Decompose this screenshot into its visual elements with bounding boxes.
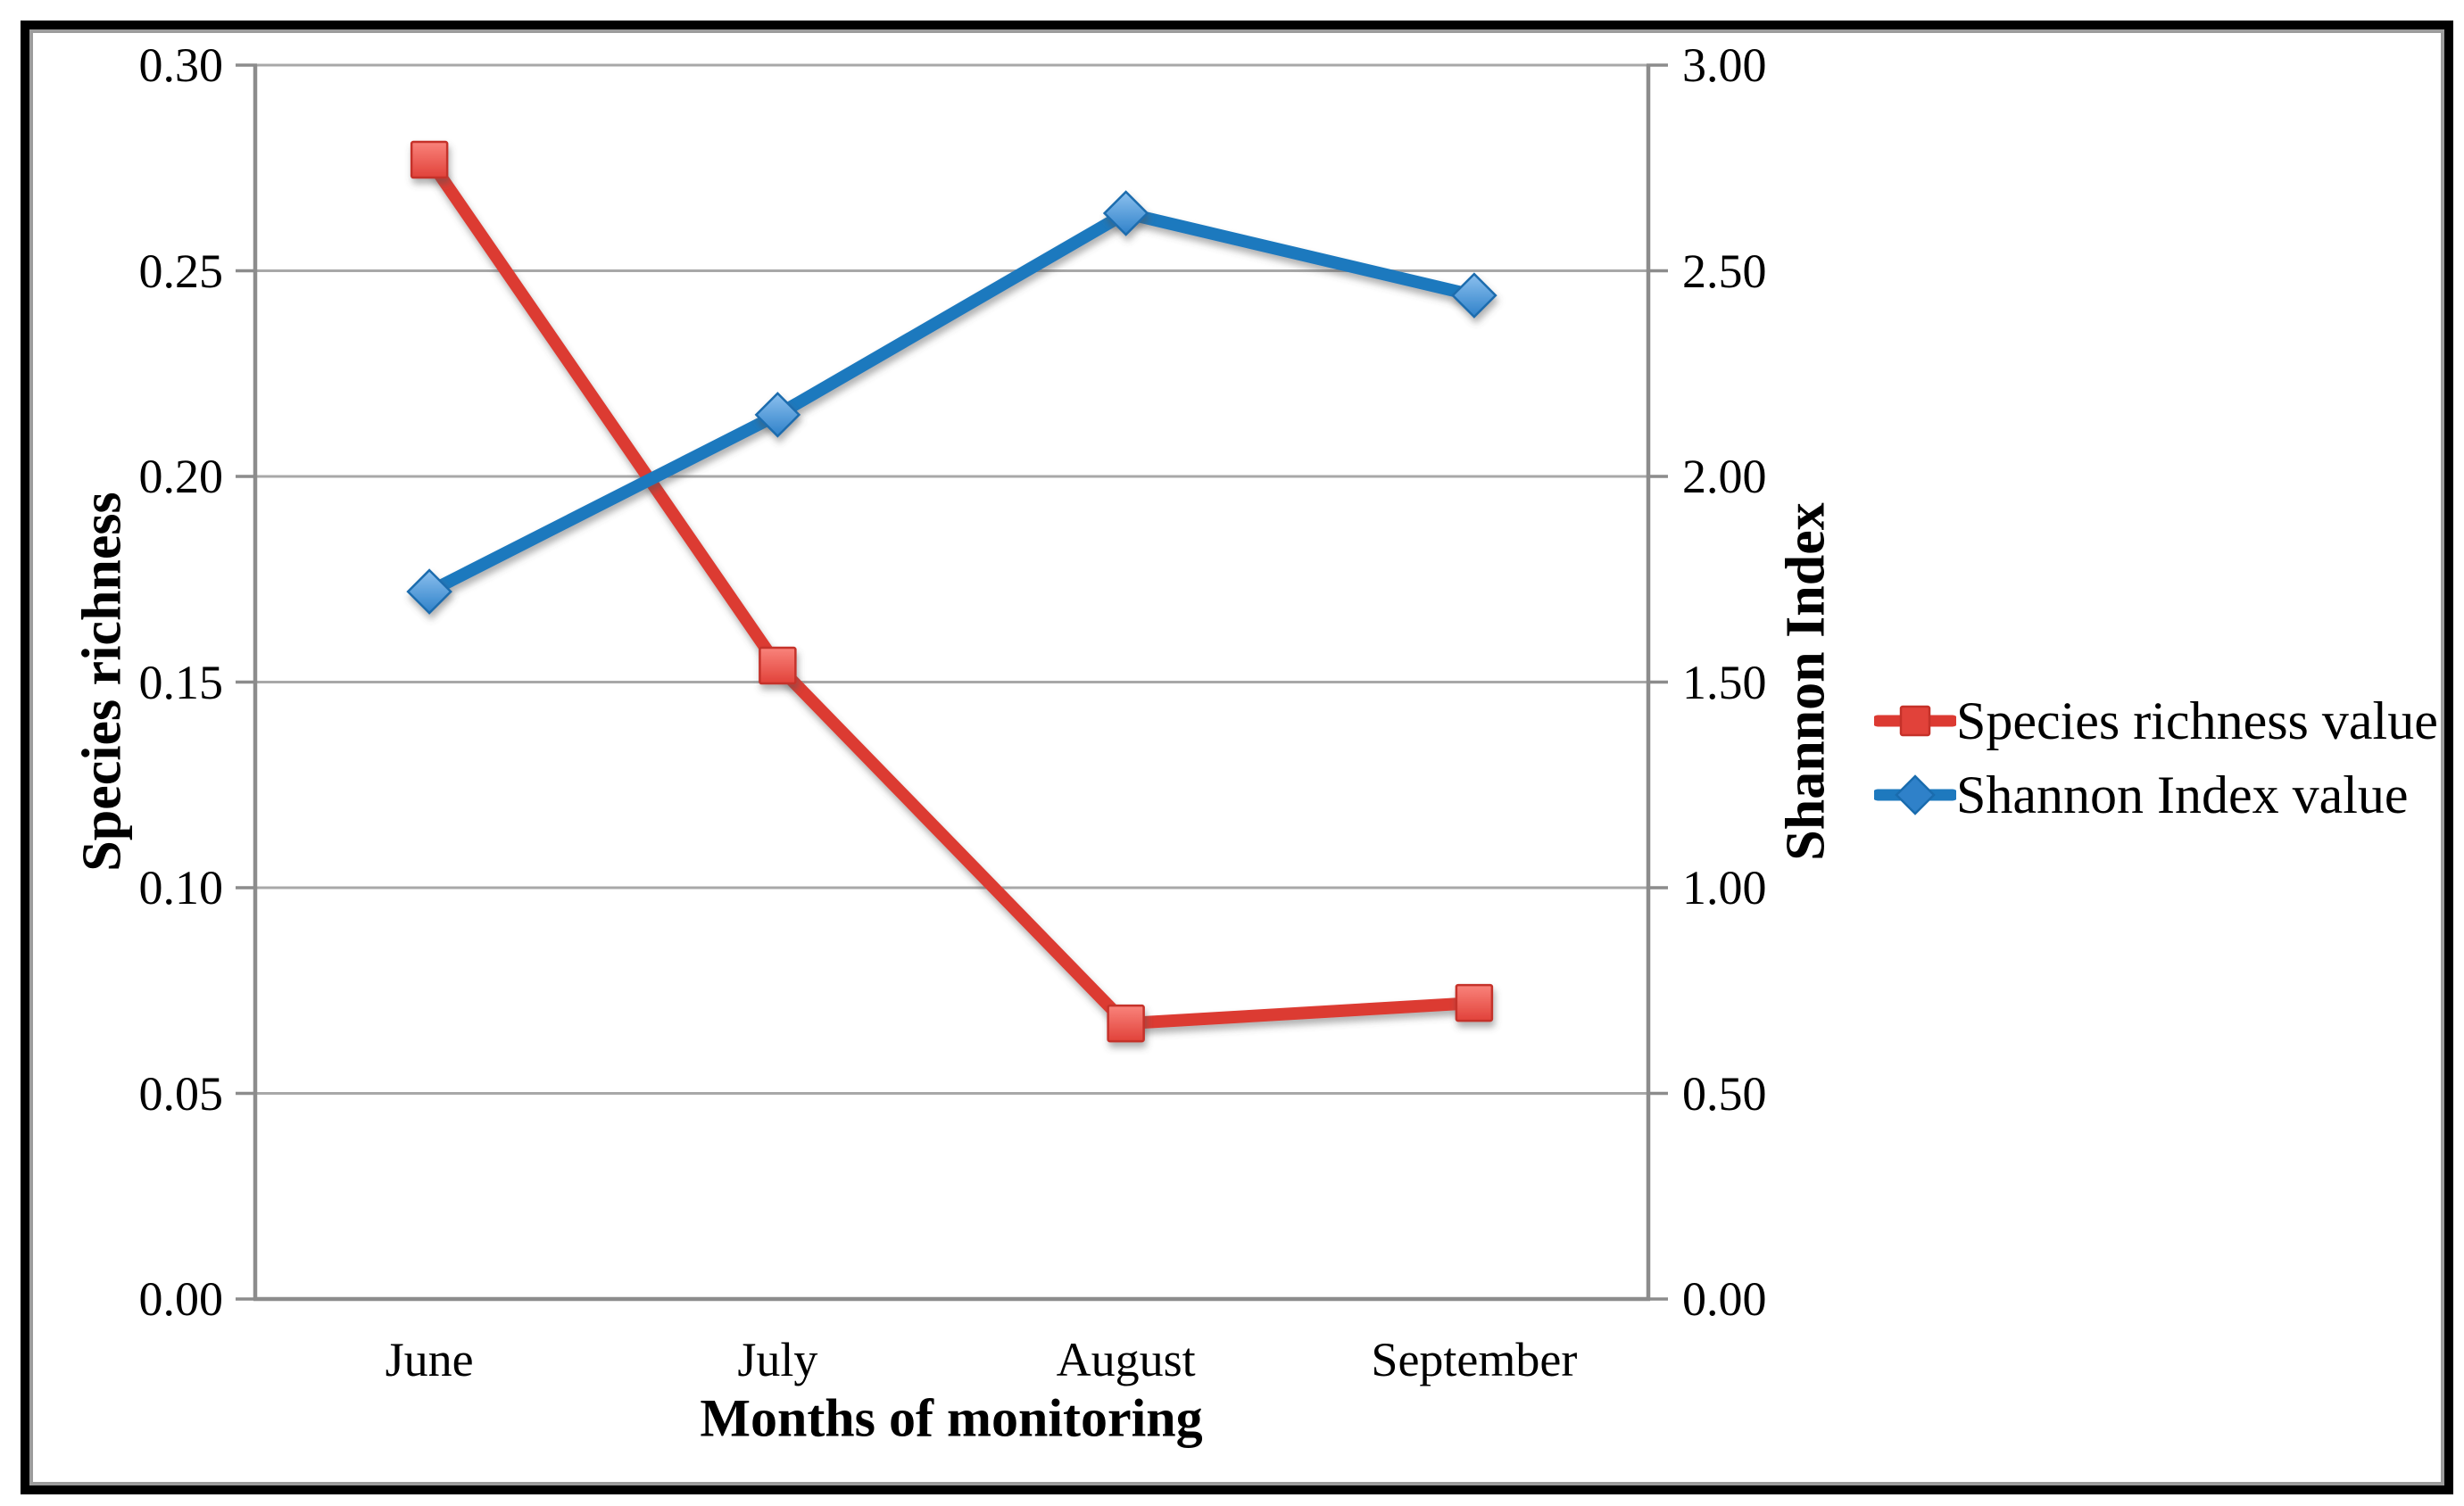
red-square-series-icon bbox=[1874, 705, 1956, 736]
x-axis-category-label: June bbox=[385, 1333, 474, 1386]
legend-label: Species richness value bbox=[1956, 691, 2438, 750]
right-axis-tick-label: 2.00 bbox=[1682, 450, 1767, 503]
square-data-point-marker bbox=[759, 646, 797, 685]
blue-diamond-series-icon bbox=[1874, 774, 1956, 815]
left-axis-tick-label: 0.15 bbox=[138, 655, 224, 709]
diamond-data-point-marker bbox=[1102, 190, 1149, 236]
x-axis-category-label: July bbox=[737, 1333, 818, 1386]
right-axis-tick-label: 3.00 bbox=[1682, 38, 1767, 92]
left-axis-title: Species richness bbox=[71, 492, 133, 872]
diamond-data-point-marker bbox=[1451, 272, 1497, 319]
right-axis-tick-label: 1.00 bbox=[1682, 861, 1767, 914]
legend-label: Shannon Index value bbox=[1956, 765, 2409, 824]
square-data-point-marker bbox=[1107, 1004, 1145, 1043]
right-axis-tick-label: 0.00 bbox=[1682, 1272, 1767, 1326]
left-axis-tick-label: 0.30 bbox=[138, 38, 224, 92]
diamond-data-point-marker bbox=[406, 568, 452, 615]
left-axis-tick-label: 0.10 bbox=[138, 861, 224, 914]
square-data-point-marker bbox=[410, 140, 449, 179]
x-axis-category-label: August bbox=[1056, 1333, 1196, 1386]
left-axis-tick-label: 0.05 bbox=[138, 1066, 224, 1121]
x-axis-title: Months of monitoring bbox=[700, 1388, 1203, 1448]
square-data-point-marker bbox=[1455, 983, 1494, 1022]
legend-item-shannon-index: Shannon Index value bbox=[1874, 757, 2438, 832]
legend-item-species-richness: Species richness value bbox=[1874, 683, 2438, 757]
left-axis-tick-label: 0.25 bbox=[138, 244, 224, 298]
right-axis-tick-label: 0.50 bbox=[1682, 1066, 1767, 1121]
right-axis-tick-label: 1.50 bbox=[1682, 655, 1767, 709]
diamond-data-point-marker bbox=[754, 392, 801, 438]
left-axis-tick-label: 0.00 bbox=[138, 1272, 224, 1326]
right-axis-title: Shannon Index bbox=[1775, 502, 1837, 861]
figure-border bbox=[21, 21, 2453, 1494]
left-axis-tick-label: 0.20 bbox=[138, 450, 224, 503]
x-axis-category-label: September bbox=[1371, 1333, 1578, 1386]
legend: Species richness value Shannon Index val… bbox=[1874, 683, 2438, 832]
right-axis-tick-label: 2.50 bbox=[1682, 244, 1767, 298]
